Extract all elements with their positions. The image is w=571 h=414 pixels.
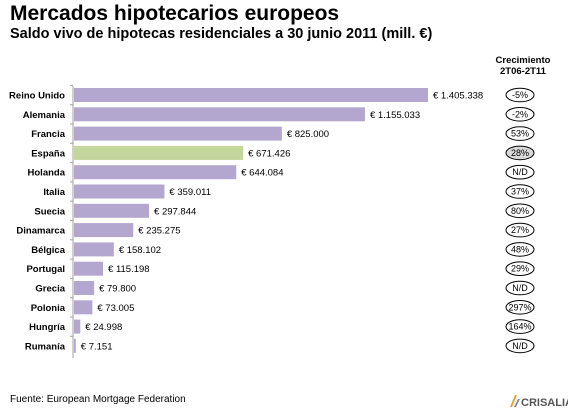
growth-badge [505,203,535,219]
growth-label: 164% [508,322,531,332]
crisalia-logo: CRISALIA [510,395,568,409]
bar [74,319,81,334]
growth-badge [505,107,535,122]
data-label: € 24.998 [85,322,122,333]
data-label: € 359.011 [169,187,211,198]
growth-label: N/D [512,167,528,177]
growth-label: -2% [512,109,528,119]
growth-badge [505,164,535,180]
bar [74,165,237,180]
category-label: Francia [31,129,66,140]
growth-label: N/D [512,341,528,351]
growth-label: 80% [511,206,529,216]
category-label: Hungría [29,322,66,333]
chart-title: Mercados hipotecarios europeos [10,2,340,25]
chart-subtitle: Saldo vivo de hipotecas residenciales a … [10,26,433,42]
data-label: € 297.844 [154,206,196,217]
growth-label: 37% [511,187,529,197]
bar [74,223,134,238]
bar [74,281,95,295]
growth-label: -5% [512,90,528,100]
growth-label: 28% [511,148,529,158]
data-label: € 825.000 [287,129,329,140]
growth-header-line-2: 2T06-2T11 [500,66,546,77]
bar [74,88,428,102]
bar [74,184,165,199]
growth-label: 297% [508,302,531,312]
category-label: Reino Unido [9,91,65,102]
data-label: € 158.102 [119,245,161,256]
growth-label: 48% [511,244,529,254]
growth-badge [505,338,535,354]
data-label: € 1.155.033 [370,110,420,121]
category-label: Portugal [26,264,65,275]
growth-label: 29% [511,264,529,274]
data-label: € 7.151 [81,341,113,352]
growth-badge [505,300,535,315]
growth-badge [505,87,535,103]
growth-label: N/D [512,283,528,293]
growth-badge [505,280,535,296]
growth-badge [505,261,535,277]
data-label: € 235.275 [138,226,180,237]
bar [74,126,282,141]
category-label: Italia [43,187,65,198]
category-label: España [31,148,66,159]
bar [74,338,76,353]
category-label: Suecia [34,206,65,217]
data-label: € 1.405.338 [433,91,483,102]
data-label: € 115.198 [108,264,150,275]
category-label: Dinamarca [16,226,65,237]
growth-column-header: Crecimiento 2T06-2T11 [488,55,558,77]
growth-label: 27% [511,225,529,235]
bar [74,203,150,218]
bar [74,261,104,276]
growth-badge [505,126,535,141]
category-label: Grecia [35,284,65,295]
data-label: € 79.800 [99,284,136,295]
bar [74,107,365,122]
growth-badge [505,319,535,334]
growth-badge [505,222,535,238]
data-label: € 73.005 [97,303,134,314]
data-label: € 644.084 [241,168,283,179]
bar [74,242,114,257]
category-label: Holanda [28,168,66,179]
source-footer: Fuente: European Mortgage Federation [10,394,186,405]
category-label: Bélgica [31,245,66,256]
growth-badge [505,145,535,161]
growth-badge [505,242,535,257]
category-label: Polonia [31,303,66,314]
bar [74,145,244,160]
data-label: € 671.426 [248,148,290,159]
bar [74,300,93,315]
svg-text:CRISALIA: CRISALIA [521,397,568,409]
growth-header-line-1: Crecimiento [495,55,551,66]
category-label: Rumanía [25,341,66,352]
growth-label: 53% [511,129,529,139]
category-label: Alemania [23,110,66,121]
growth-badge [505,184,535,199]
